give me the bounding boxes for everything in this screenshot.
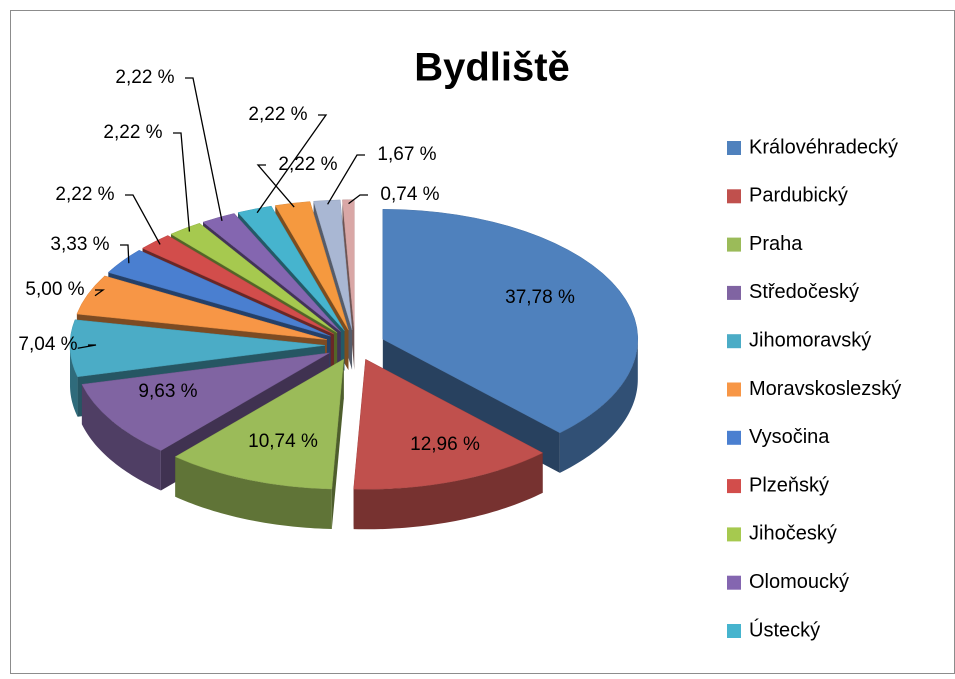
legend-swatch — [727, 285, 741, 300]
slice-top — [107, 249, 331, 337]
data-label: 7,04 % — [18, 334, 77, 355]
slice-top — [237, 205, 345, 331]
legend-label: Moravskoslezský — [749, 378, 901, 400]
slice-wall — [331, 359, 344, 530]
slice-top — [313, 199, 353, 330]
leader-line — [120, 244, 130, 264]
leader-line — [256, 164, 295, 208]
leader-line — [256, 114, 328, 214]
legend-label: Jihomoravský — [749, 329, 871, 351]
data-label: 2,22 % — [278, 154, 337, 175]
leader-line — [185, 77, 223, 222]
legend-swatch — [727, 575, 741, 590]
data-label: 2,22 % — [55, 184, 114, 205]
leader-line — [173, 132, 191, 232]
slice-side — [70, 345, 78, 417]
legend-label: Pardubický — [749, 185, 848, 207]
data-label: 10,74 % — [248, 431, 318, 452]
slice-top — [274, 201, 349, 331]
legend-swatch — [727, 527, 741, 542]
data-label: 37,78 % — [505, 287, 575, 308]
chart-title: Bydliště — [414, 46, 570, 90]
data-label: 3,33 % — [50, 234, 109, 255]
legend-swatch — [727, 479, 741, 494]
slice-top — [141, 235, 335, 335]
slice-top — [202, 213, 341, 332]
leader-line — [94, 289, 106, 297]
legend-label: Středočeský — [749, 281, 859, 303]
slice-top — [76, 275, 327, 340]
legend-swatch — [727, 141, 741, 155]
slice — [174, 358, 345, 530]
leader-line — [327, 154, 365, 205]
slice-side — [353, 452, 543, 530]
data-label: 2,22 % — [115, 67, 174, 88]
legend-label: Ústecký — [749, 618, 820, 641]
legend-swatch — [727, 382, 741, 397]
leader-line — [125, 194, 161, 245]
slice-top — [382, 209, 639, 434]
legend-label: Jihočeský — [749, 523, 837, 545]
slice-side — [175, 456, 332, 530]
legend-swatch — [727, 624, 741, 638]
data-label: 12,96 % — [410, 434, 480, 455]
slice-top — [69, 319, 326, 378]
legend-label: Královéhradecký — [749, 136, 898, 158]
slice-top — [353, 358, 544, 490]
data-label: 9,63 % — [138, 381, 197, 402]
data-label: 1,67 % — [377, 144, 436, 165]
legend-swatch — [727, 334, 741, 349]
slice-side — [559, 339, 638, 473]
leader-line — [77, 344, 97, 349]
data-label: 5,00 % — [25, 279, 84, 300]
leader-line — [348, 194, 368, 205]
legend-label: Vysočina — [749, 426, 830, 448]
slice-top — [174, 358, 345, 490]
data-label: 2,22 % — [248, 104, 307, 125]
slice-top — [81, 352, 330, 451]
legend-label: Praha — [749, 233, 803, 255]
data-label: 2,22 % — [103, 122, 162, 143]
slice-side — [81, 384, 161, 491]
legend-label: Olomoucký — [749, 571, 849, 593]
legend-swatch — [727, 189, 741, 204]
data-label: 0,74 % — [380, 184, 439, 205]
legend-label: Plzeňský — [749, 474, 829, 496]
legend-swatch — [727, 430, 741, 445]
slice-top — [170, 222, 338, 333]
slice — [353, 358, 544, 530]
legend-swatch — [727, 237, 741, 252]
